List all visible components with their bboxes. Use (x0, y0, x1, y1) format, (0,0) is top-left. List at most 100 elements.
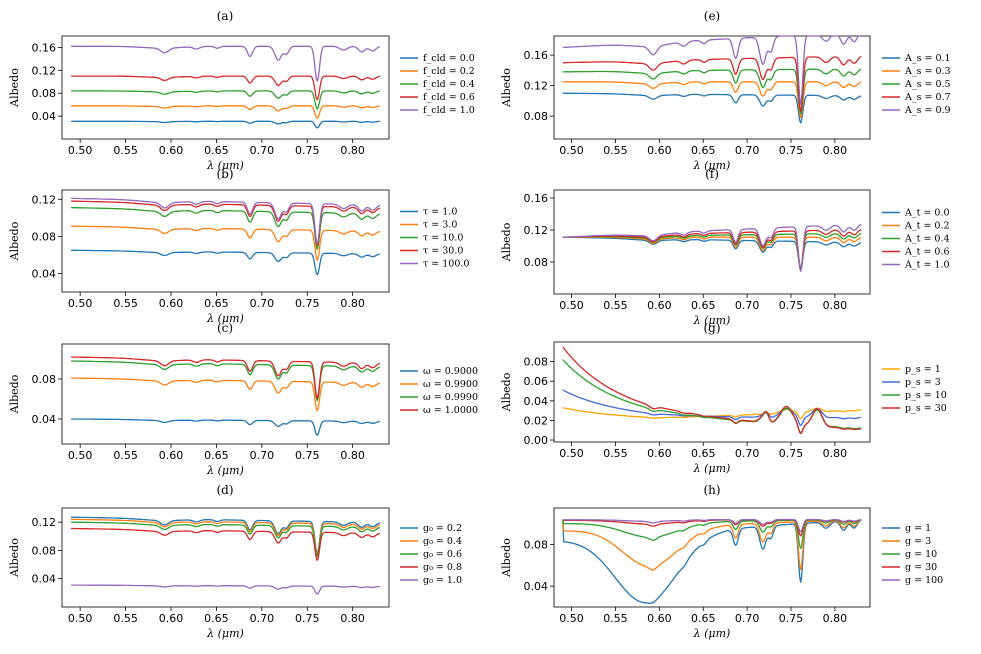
series-line-1 (562, 81, 862, 119)
y-tick-label: 0.04 (32, 267, 57, 280)
legend-entry: p_s = 10 (905, 390, 947, 401)
x-tick-label: 0.80 (823, 612, 848, 625)
x-tick-label: 0.75 (779, 299, 804, 312)
x-tick-label: 0.55 (113, 297, 138, 310)
series-line-4 (562, 518, 862, 533)
panel-title: (f) (705, 167, 719, 181)
legend-entry: p_s = 1 (905, 364, 941, 375)
y-tick-label: 0.04 (32, 573, 57, 586)
x-tick-label: 0.60 (159, 612, 184, 625)
axes-frame (61, 35, 390, 140)
x-tick-label: 0.80 (823, 447, 848, 460)
legend-entry: g = 10 (905, 549, 937, 560)
series-line-2 (562, 68, 862, 115)
legend-entry: A_t = 0.2 (904, 221, 950, 232)
series-line-3 (71, 200, 381, 247)
y-tick-label: 0.04 (524, 395, 549, 408)
y-tick-label: 0.04 (32, 413, 57, 426)
y-axis-label: Albedo (8, 221, 21, 261)
axes-frame (553, 341, 871, 443)
x-tick-label: 0.75 (295, 144, 320, 157)
legend-entry: g₀ = 0.6 (423, 549, 462, 560)
x-tick-label: 0.60 (159, 449, 184, 462)
x-tick-label: 0.75 (779, 447, 804, 460)
panel-title: (a) (217, 9, 234, 23)
series-line-3 (71, 356, 381, 399)
legend-entry: p_s = 3 (905, 377, 941, 388)
series-line-2 (562, 519, 862, 550)
legend-entry: ω = 0.9000 (423, 366, 478, 377)
x-tick-label: 0.70 (250, 449, 275, 462)
x-tick-label: 0.55 (603, 144, 628, 157)
x-tick-label: 0.80 (823, 144, 848, 157)
series-line-4 (71, 45, 381, 82)
y-tick-label: 0.12 (32, 516, 57, 529)
x-tick-label: 0.55 (113, 144, 138, 157)
legend-entry: g₀ = 0.2 (423, 523, 462, 534)
panel-title: (h) (703, 483, 720, 497)
x-tick-label: 0.75 (295, 297, 320, 310)
series-line-3 (562, 55, 862, 112)
series-line-0 (71, 120, 380, 129)
series-line-4 (71, 197, 381, 245)
x-tick-label: 0.60 (647, 299, 672, 312)
series-line-0 (71, 516, 381, 555)
y-tick-label: 0.16 (524, 192, 549, 205)
x-tick-label: 0.70 (735, 144, 760, 157)
x-tick-label: 0.70 (735, 612, 760, 625)
x-tick-label: 0.60 (647, 447, 672, 460)
legend-entry: A_s = 0.5 (904, 79, 951, 90)
y-tick-label: 0.12 (32, 64, 57, 77)
x-axis-label: λ (μm) (693, 159, 731, 172)
legend-entry: f_cld = 0.2 (423, 66, 475, 77)
panel-title: (g) (703, 321, 720, 335)
x-tick-label: 0.50 (559, 612, 584, 625)
y-tick-label: 0.12 (524, 80, 549, 93)
axes-frame (61, 343, 390, 445)
legend-entry: ω = 0.9990 (423, 392, 478, 403)
legend-entry: f_cld = 0.6 (423, 92, 475, 103)
x-tick-label: 0.55 (603, 447, 628, 460)
y-tick-label: 0.16 (32, 41, 57, 54)
series-line-0 (562, 236, 862, 271)
legend-entry: f_cld = 1.0 (423, 105, 475, 116)
x-tick-label: 0.80 (340, 449, 365, 462)
x-tick-label: 0.80 (823, 299, 848, 312)
legend-entry: A_s = 0.1 (904, 53, 951, 64)
x-tick-label: 0.65 (204, 612, 229, 625)
x-tick-label: 0.65 (691, 447, 716, 460)
series-line-0 (71, 418, 381, 436)
axes-frame (61, 189, 390, 293)
x-tick-label: 0.50 (559, 447, 584, 460)
x-tick-label: 0.50 (559, 144, 584, 157)
panel-title: (c) (217, 321, 233, 335)
y-tick-label: 0.08 (524, 356, 549, 369)
series-line-0 (562, 519, 862, 604)
axes-frame (61, 507, 390, 608)
legend-entry: g = 100 (905, 575, 943, 586)
series-line-1 (71, 377, 381, 412)
legend-entry: A_s = 0.7 (904, 92, 951, 103)
y-tick-label: 0.08 (32, 230, 57, 243)
x-tick-label: 0.50 (559, 299, 584, 312)
y-tick-label: 0.04 (524, 580, 549, 593)
x-tick-label: 0.65 (204, 449, 229, 462)
x-tick-label: 0.70 (735, 447, 760, 460)
y-tick-label: 0.00 (524, 434, 549, 447)
series-line-4 (562, 35, 862, 105)
series-line-2 (71, 90, 381, 110)
series-line-1 (562, 519, 862, 571)
x-tick-label: 0.75 (295, 612, 320, 625)
y-tick-label: 0.08 (524, 256, 549, 269)
x-tick-label: 0.70 (250, 612, 275, 625)
legend-entry: τ = 10.0 (423, 233, 463, 244)
x-axis-label: λ (μm) (206, 159, 244, 172)
series-line-4 (562, 223, 862, 272)
legend-entry: τ = 100.0 (423, 259, 469, 270)
legend-entry: A_s = 0.9 (904, 105, 951, 116)
x-tick-label: 0.65 (691, 612, 716, 625)
x-tick-label: 0.65 (204, 297, 229, 310)
x-tick-label: 0.55 (113, 449, 138, 462)
x-tick-label: 0.80 (340, 144, 365, 157)
legend-entry: ω = 1.0000 (423, 405, 478, 416)
